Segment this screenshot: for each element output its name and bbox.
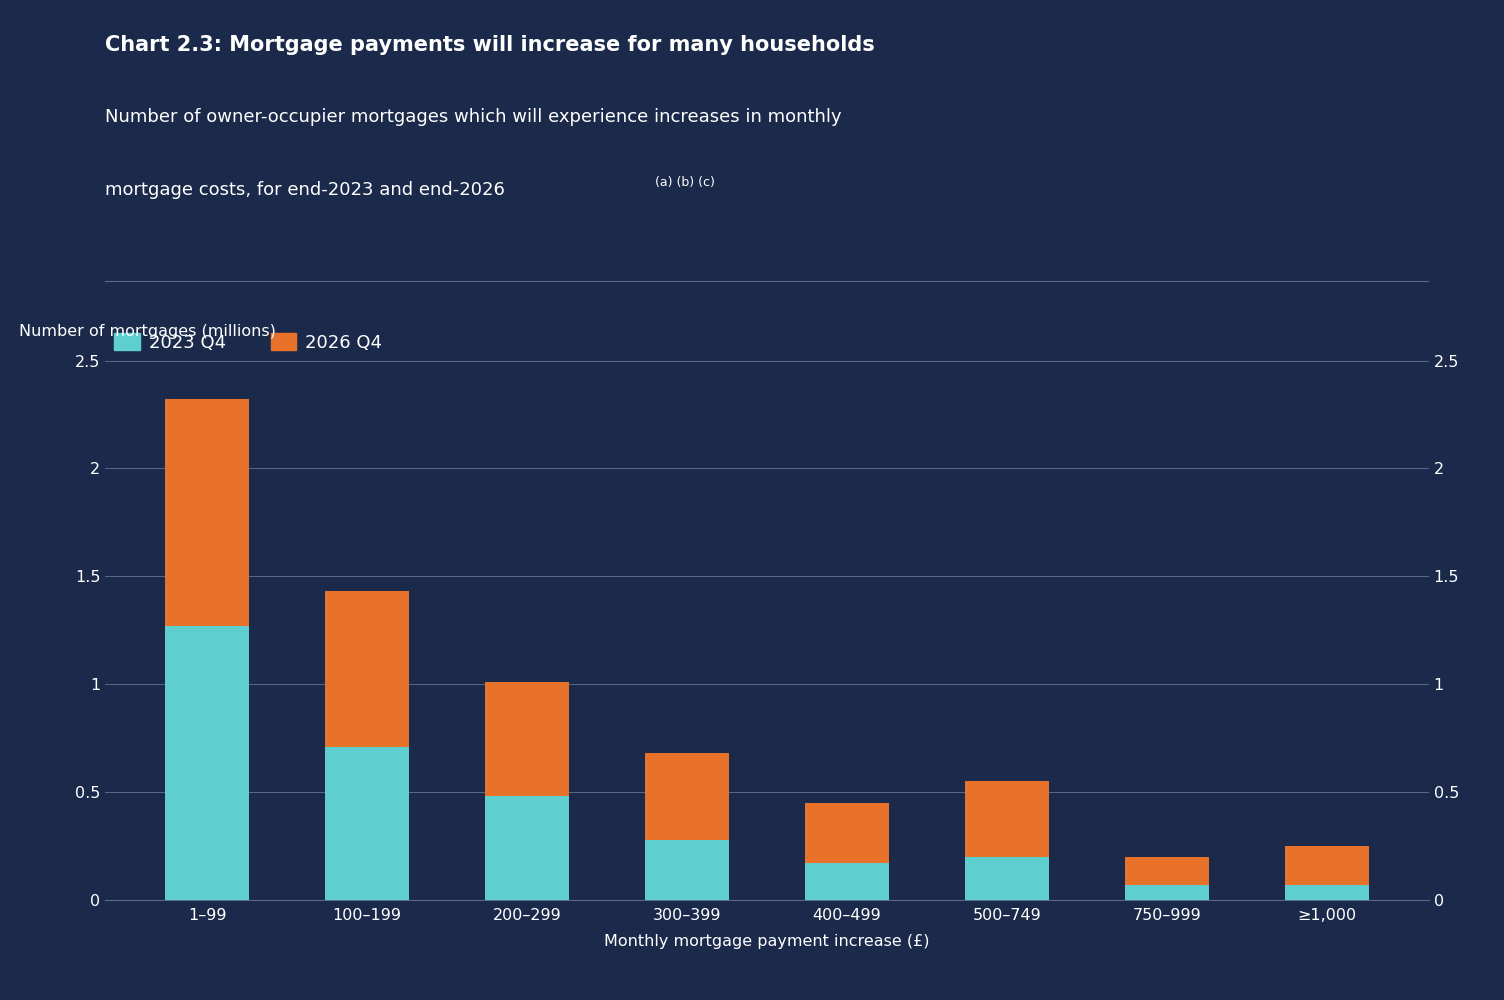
Bar [966, 857, 1048, 900]
Bar [165, 399, 248, 626]
Bar [806, 863, 889, 900]
Bar [325, 747, 409, 900]
Text: mortgage costs, for end-2023 and end-2026: mortgage costs, for end-2023 and end-202… [105, 181, 511, 199]
Bar [1286, 846, 1369, 885]
Legend: 2023 Q4, 2026 Q4: 2023 Q4, 2026 Q4 [114, 333, 382, 352]
Bar [645, 840, 728, 900]
Text: Number of mortgages (millions): Number of mortgages (millions) [20, 324, 277, 339]
Bar [1286, 885, 1369, 900]
Text: Number of owner-occupier mortgages which will experience increases in monthly: Number of owner-occupier mortgages which… [105, 108, 842, 126]
Bar [966, 781, 1048, 857]
Bar [806, 803, 889, 863]
Text: Chart 2.3: Mortgage payments will increase for many households: Chart 2.3: Mortgage payments will increa… [105, 35, 875, 55]
Bar [486, 796, 569, 900]
Bar [645, 753, 728, 840]
Bar [165, 626, 248, 900]
Bar [325, 591, 409, 747]
Bar [486, 682, 569, 796]
Bar [1125, 857, 1209, 885]
Text: (a) (b) (c): (a) (b) (c) [654, 176, 714, 189]
Bar [1125, 885, 1209, 900]
X-axis label: Monthly mortgage payment increase (£): Monthly mortgage payment increase (£) [605, 934, 929, 949]
